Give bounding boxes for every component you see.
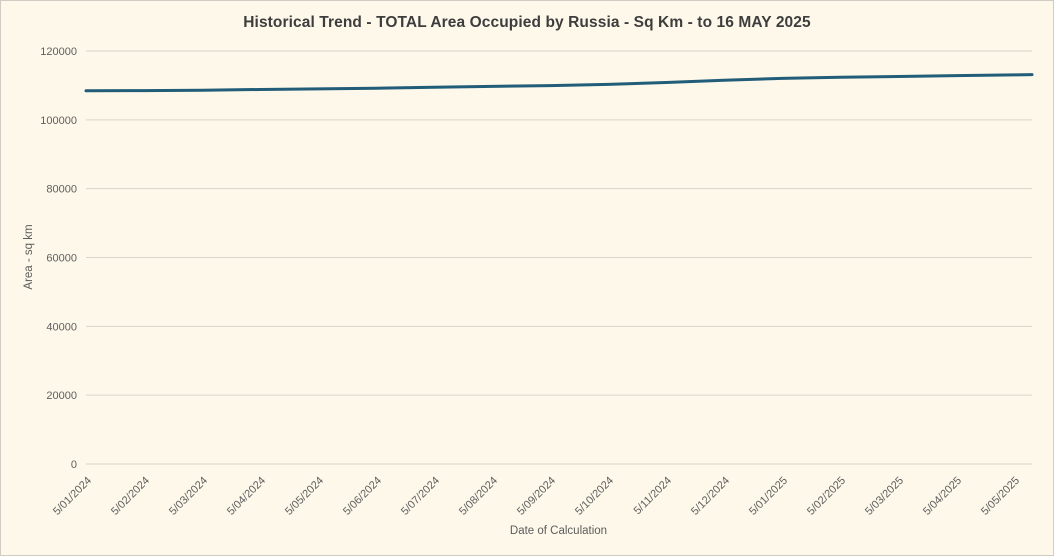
x-tick-label: 5/10/2024 (573, 475, 616, 518)
x-tick-label: 5/04/2024 (225, 475, 268, 518)
y-axis-title: Area - sq km (23, 224, 35, 290)
y-tick-label: 40000 (46, 321, 77, 333)
y-tick-label: 0 (71, 459, 77, 471)
x-tick-label: 5/01/2025 (747, 475, 790, 518)
x-tick-label: 5/03/2024 (167, 475, 210, 518)
x-tick-label: 5/08/2024 (457, 475, 500, 518)
x-tick-label: 5/03/2025 (863, 475, 906, 518)
chart-title: Historical Trend - TOTAL Area Occupied b… (243, 14, 811, 31)
x-tick-label: 5/06/2024 (341, 475, 384, 518)
y-tick-label: 80000 (46, 184, 77, 196)
x-tick-label: 5/05/2024 (283, 475, 326, 518)
y-tick-label: 120000 (40, 46, 77, 58)
x-tick-label: 5/04/2025 (921, 475, 964, 518)
x-axis-title: Date of Calculation (509, 525, 608, 537)
y-tick-label: 20000 (46, 390, 77, 402)
y-tick-label: 100000 (40, 115, 77, 127)
x-tick-label: 5/02/2024 (109, 475, 152, 518)
x-tick-label: 5/02/2025 (805, 475, 848, 518)
x-tick-label: 5/01/2024 (51, 475, 94, 518)
x-tick-label: 5/09/2024 (515, 475, 558, 518)
y-tick-label: 60000 (46, 253, 77, 265)
x-tick-label: 5/07/2024 (399, 475, 442, 518)
x-tick-label: 5/11/2024 (632, 475, 675, 518)
trend-line (84, 73, 1034, 93)
x-tick-label: 5/05/2025 (979, 475, 1022, 518)
x-tick-label: 5/12/2024 (689, 475, 732, 518)
